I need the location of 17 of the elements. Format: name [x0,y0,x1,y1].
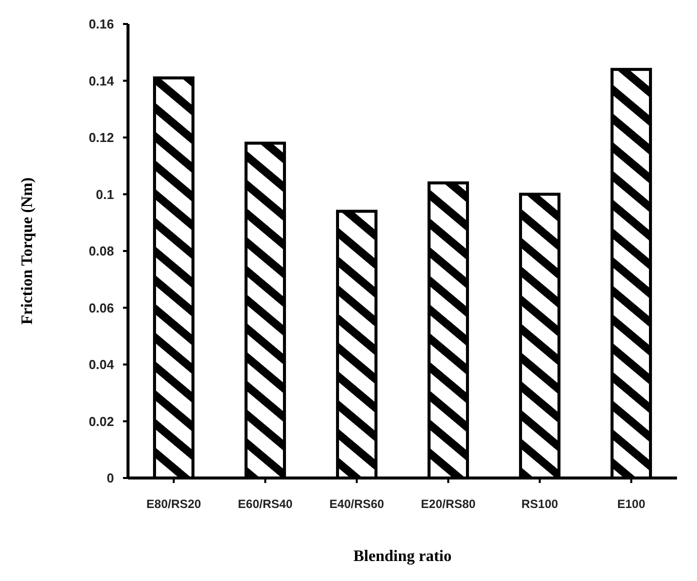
x-tick-label: E80/RS20 [146,497,202,511]
x-tick-label: E40/RS60 [329,497,384,511]
y-tick-label: 0.04 [88,357,115,372]
y-tick-label: 0.12 [88,130,114,146]
x-axis-title: Blending ratio [353,548,452,565]
y-tick-label: 0 [106,470,114,486]
y-tick-label: 0.06 [88,300,114,316]
x-tick-label: E20/RS80 [420,497,476,511]
y-axis-title: Friction Torque (Nm) [19,177,36,325]
y-tick-label: 0.16 [88,16,114,32]
x-tick-label: RS100 [521,497,558,511]
x-tick-label: E60/RS40 [238,497,293,511]
y-tick-label: 0.14 [88,73,115,88]
y-tick-label: 0.1 [96,186,114,202]
y-tick-label: 0.08 [88,244,114,259]
x-tick-label: E100 [617,497,646,511]
y-tick-label: 0.02 [88,414,114,429]
